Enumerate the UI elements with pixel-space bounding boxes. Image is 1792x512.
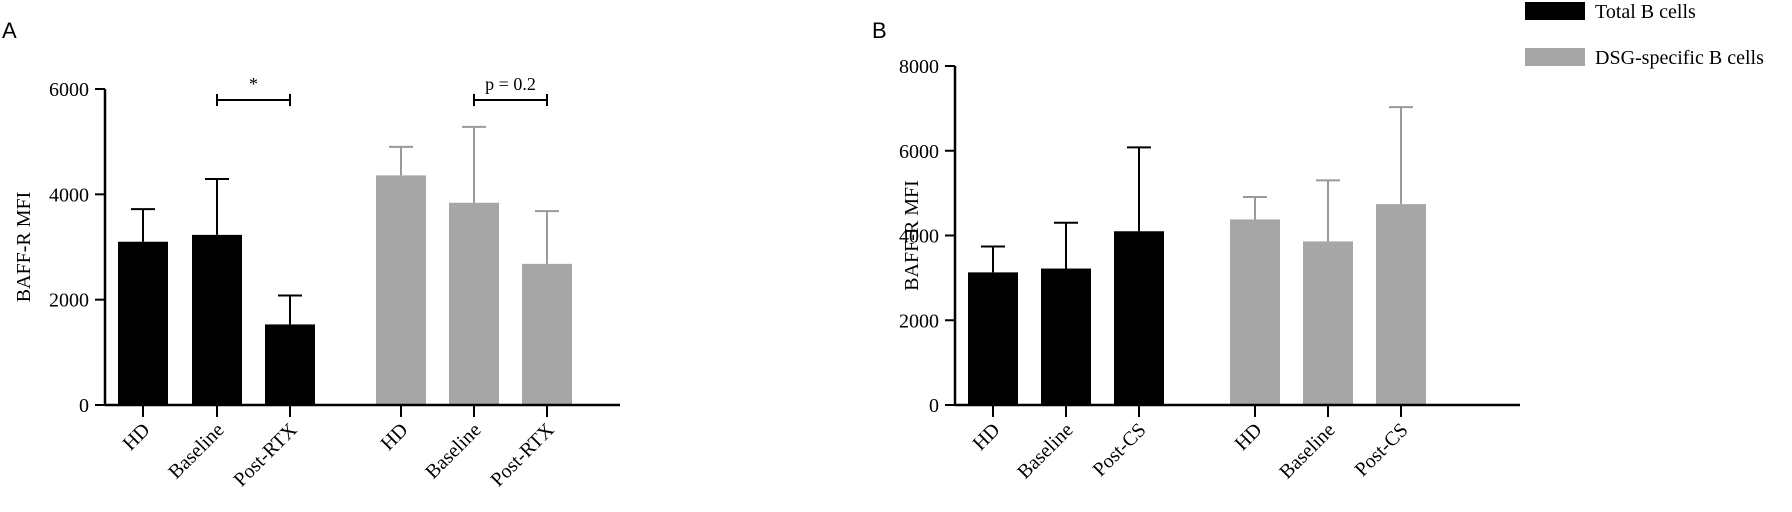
legend-swatch-dsg [1525, 48, 1585, 66]
x-tick-label: Post-CS [1089, 419, 1151, 481]
y-tick-label: 4000 [899, 226, 939, 248]
x-tick-label: Post-RTX [486, 419, 558, 491]
y-tick-label: 6000 [899, 141, 939, 163]
bar-dsg-baseline [1303, 241, 1353, 405]
y-tick-label: 4000 [49, 184, 89, 206]
bar-total-baseline [192, 234, 242, 405]
x-tick-label: Post-CS [1351, 419, 1413, 481]
legend-swatch-total [1525, 2, 1585, 20]
y-axis-label: BAFF-R MFI [13, 192, 35, 303]
y-tick-label: 0 [79, 395, 89, 417]
panel-a-letter: A [2, 18, 17, 43]
y-tick-label: 8000 [899, 56, 939, 78]
legend-label-total: Total B cells [1595, 1, 1696, 23]
bar-total-post-cs [1114, 231, 1164, 405]
x-tick-label: HD [1231, 419, 1267, 455]
bar-dsg-hd [1230, 219, 1280, 405]
y-axis-label: BAFF-R MFI [901, 180, 923, 291]
bar-total-hd [118, 241, 168, 405]
bar-total-hd [968, 272, 1018, 405]
bar-total-post-rtx [265, 324, 315, 405]
y-tick-label: 6000 [49, 79, 89, 101]
x-tick-label: Post-RTX [229, 419, 301, 491]
y-tick-label: 2000 [49, 290, 89, 312]
x-tick-label: Baseline [1275, 419, 1339, 483]
significance-label: p = 0.2 [485, 74, 536, 94]
x-tick-label: HD [969, 419, 1005, 455]
bar-dsg-hd [376, 175, 426, 405]
x-tick-label: Baseline [164, 419, 228, 483]
legend: Total B cells DSG-specific B cells [1525, 1, 1764, 69]
y-tick-label: 0 [929, 395, 939, 417]
bar-dsg-baseline [449, 202, 499, 405]
bar-total-baseline [1041, 268, 1091, 405]
significance-label: * [249, 74, 258, 94]
bar-dsg-post-cs [1376, 204, 1426, 405]
legend-label-dsg: DSG-specific B cells [1595, 47, 1764, 69]
x-tick-label: HD [377, 419, 413, 455]
panel-b-letter: B [872, 18, 887, 43]
x-tick-label: Baseline [421, 419, 485, 483]
x-tick-label: Baseline [1013, 419, 1077, 483]
x-tick-label: HD [119, 419, 155, 455]
bar-dsg-post-rtx [522, 263, 572, 405]
y-tick-label: 2000 [899, 310, 939, 332]
